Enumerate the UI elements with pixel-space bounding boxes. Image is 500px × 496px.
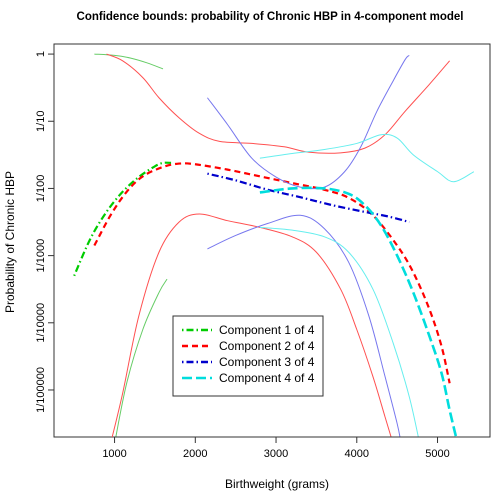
x-tick-label-2: 2000 [183, 448, 207, 460]
x-tick-label-1: 1000 [102, 448, 126, 460]
series-line-8 [207, 55, 410, 190]
legend-label-2: Component 2 of 4 [219, 339, 315, 353]
series-line-6 [111, 213, 392, 437]
y-tick-label-4: 1/1000 [35, 239, 47, 273]
x-tick-label-5: 5000 [425, 448, 449, 460]
x-axis-label: Birthweight (grams) [225, 477, 329, 491]
series-layer [73, 53, 475, 437]
series-line-11 [259, 133, 475, 183]
chart-title: Confidence bounds: probability of Chroni… [77, 11, 464, 23]
legend-label-1: Component 1 of 4 [219, 323, 315, 337]
series-line-1 [73, 161, 172, 277]
x-axis: 1000 2000 3000 4000 5000 [102, 436, 450, 460]
series-line-5 [106, 53, 451, 154]
series-line-3 [115, 278, 168, 437]
legend-items: Component 1 of 4 Component 2 of 4 Componen… [182, 323, 315, 385]
y-tick-label-3: 1/100 [35, 175, 47, 203]
series-line-10 [259, 186, 458, 437]
series-line-12 [259, 226, 419, 437]
y-tick-label-2: 1/10 [35, 111, 47, 132]
legend-label-3: Component 3 of 4 [219, 355, 315, 369]
y-axis: 1 1/10 1/100 1/1000 1/10000 1/100000 [35, 51, 55, 413]
series-line-4 [93, 162, 451, 384]
series-line-7 [207, 172, 410, 224]
legend: Component 1 of 4 Component 2 of 4 Componen… [172, 315, 324, 397]
y-tick-label-5: 1/10000 [35, 303, 47, 343]
y-tick-label-1: 1 [35, 51, 47, 57]
series-line-2 [94, 53, 164, 70]
x-tick-label-4: 4000 [345, 448, 369, 460]
y-axis-label: Probability of Chronic HBP [3, 171, 17, 313]
y-tick-label-6: 1/100000 [35, 367, 47, 413]
legend-label-4: Component 4 of 4 [219, 371, 315, 385]
x-tick-label-3: 3000 [264, 448, 288, 460]
